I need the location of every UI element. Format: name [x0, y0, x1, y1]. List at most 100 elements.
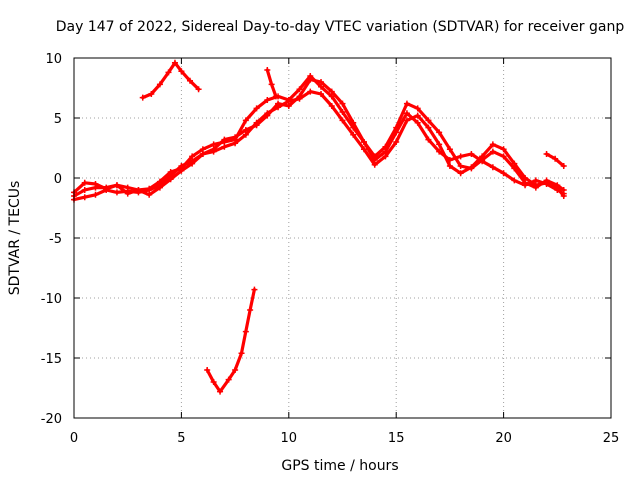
data-point	[479, 157, 486, 163]
data-point	[414, 105, 421, 112]
data-point	[382, 153, 389, 160]
data-point	[371, 161, 378, 168]
chart-title: Day 147 of 2022, Sidereal Day-to-day VTE…	[56, 19, 625, 35]
data-point	[468, 165, 475, 172]
series-arc-early	[141, 61, 201, 100]
y-tick-label: 10	[45, 52, 62, 67]
data-point	[339, 109, 346, 115]
series-arc-deep	[205, 288, 256, 394]
data-point	[371, 153, 378, 160]
data-point	[242, 328, 249, 335]
data-point	[285, 103, 292, 109]
x-tick-label: 15	[388, 431, 405, 446]
series-track-2	[72, 89, 566, 202]
x-tick-label: 5	[177, 431, 185, 446]
data-point	[489, 148, 496, 155]
data-point	[272, 93, 279, 100]
data-point	[113, 182, 120, 189]
data-point	[552, 155, 559, 162]
data-point	[414, 112, 421, 119]
data-point	[189, 160, 196, 167]
data-point	[135, 187, 142, 193]
data-point	[221, 136, 228, 143]
data-point	[156, 81, 163, 88]
data-point	[296, 93, 303, 100]
data-point	[339, 117, 346, 124]
data-point	[489, 164, 496, 171]
data-point	[81, 179, 88, 186]
data-point	[139, 94, 146, 101]
data-point	[264, 67, 271, 73]
x-tick-label: 25	[603, 431, 620, 446]
data-point	[253, 105, 260, 112]
data-point	[247, 307, 254, 313]
y-tick-label: -5	[49, 232, 62, 247]
data-point	[171, 59, 178, 66]
data-point	[178, 68, 185, 75]
data-point	[307, 88, 314, 95]
data-point	[242, 127, 249, 133]
data-point	[500, 146, 507, 153]
data-point	[264, 112, 271, 119]
data-point	[199, 151, 206, 157]
data-point	[446, 146, 453, 153]
data-point	[403, 117, 410, 124]
data-point	[436, 141, 443, 148]
data-point	[268, 81, 275, 88]
data-point	[457, 163, 464, 169]
data-point	[350, 119, 357, 126]
data-point	[489, 141, 496, 148]
data-point	[468, 151, 475, 157]
data-point	[436, 129, 443, 136]
data-point	[350, 131, 357, 138]
data-point	[414, 119, 421, 126]
y-tick-label: 0	[54, 172, 62, 187]
data-point	[425, 124, 432, 131]
data-point	[296, 86, 303, 93]
data-point	[264, 97, 271, 103]
data-point	[318, 91, 325, 97]
data-point	[81, 194, 88, 201]
data-point	[339, 100, 346, 107]
data-point	[238, 350, 245, 357]
data-point	[328, 103, 335, 109]
data-point	[156, 184, 163, 191]
data-point	[204, 367, 211, 373]
data-point	[425, 136, 432, 143]
data-point	[210, 379, 217, 385]
data-point	[560, 163, 567, 169]
y-tick-label: -10	[41, 292, 62, 307]
data-point	[393, 124, 400, 131]
data-point	[232, 367, 239, 373]
data-point	[232, 134, 239, 141]
series-group	[71, 59, 567, 395]
y-tick-label: -15	[41, 352, 62, 367]
data-point	[382, 143, 389, 150]
data-point	[307, 76, 314, 83]
data-point	[393, 139, 400, 145]
data-point	[522, 179, 529, 186]
data-point	[457, 153, 464, 160]
data-point	[242, 117, 249, 124]
x-axis-label: GPS time / hours	[281, 458, 398, 474]
data-point	[403, 100, 410, 107]
data-point	[148, 91, 155, 97]
x-tick-label: 10	[281, 431, 298, 446]
data-point	[500, 170, 507, 177]
data-point	[543, 177, 550, 184]
data-point	[232, 140, 239, 147]
data-point	[425, 117, 432, 124]
y-axis-ticks: -20 -15 -10 -5 0 5 10	[41, 52, 611, 427]
data-point	[446, 163, 453, 169]
data-point	[165, 69, 172, 76]
data-point	[225, 376, 232, 383]
data-point	[403, 110, 410, 117]
data-point	[103, 185, 110, 192]
data-point	[511, 165, 518, 172]
data-point	[360, 146, 367, 153]
data-point	[221, 143, 228, 150]
data-point	[92, 181, 99, 187]
data-point	[167, 176, 174, 183]
data-point	[554, 182, 561, 189]
